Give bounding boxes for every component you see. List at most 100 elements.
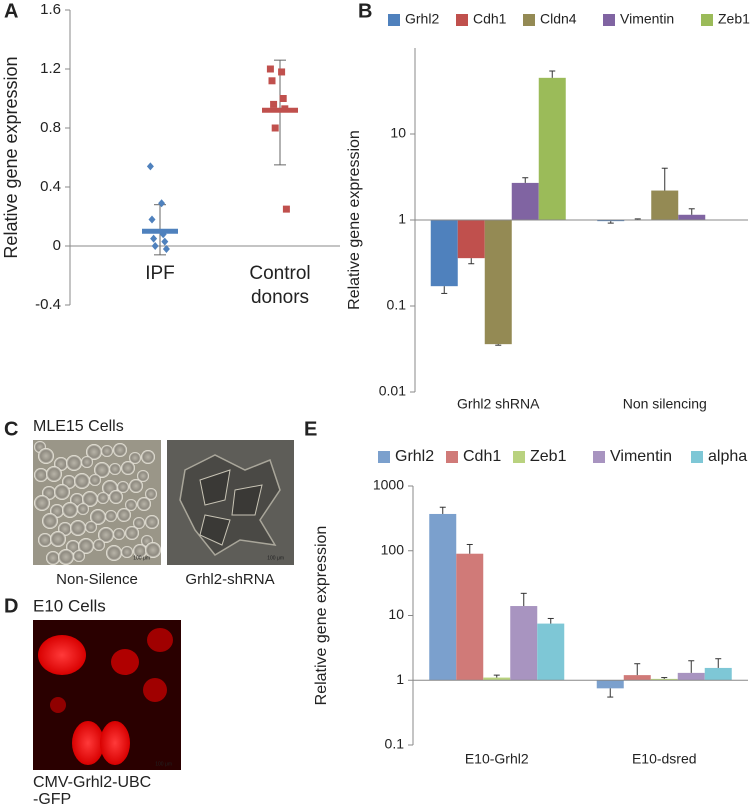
cell — [137, 497, 151, 511]
cell — [98, 527, 114, 543]
cell — [50, 531, 66, 547]
micrograph-non-silence — [33, 440, 161, 565]
legend-swatch — [603, 14, 615, 26]
cell — [125, 499, 137, 511]
legend-swatch — [446, 451, 458, 463]
data-point — [279, 95, 287, 102]
bar — [511, 182, 539, 220]
cell — [121, 546, 133, 558]
bar — [483, 677, 511, 681]
bar — [623, 675, 651, 681]
cell — [145, 515, 159, 529]
y-tick-label: 0.4 — [40, 178, 61, 195]
bar — [678, 214, 706, 220]
legend-swatch — [513, 451, 525, 463]
data-point — [282, 205, 290, 213]
bar — [510, 606, 538, 681]
legend-swatch — [701, 14, 713, 26]
panel-letter: A — [4, 0, 18, 22]
image-title: E10 Cells — [33, 596, 106, 615]
cell — [66, 455, 82, 471]
cell — [38, 533, 52, 547]
data-point — [146, 162, 154, 171]
cell — [129, 452, 141, 464]
data-point — [266, 65, 274, 73]
cell — [145, 488, 157, 500]
cell — [117, 508, 131, 522]
bar — [457, 220, 485, 259]
cell — [125, 526, 139, 540]
x-tick-label: Control donors — [249, 263, 311, 308]
data-point — [278, 68, 286, 76]
cell — [113, 443, 127, 457]
image-title: MLE15 Cells — [33, 418, 124, 435]
image-caption: CMV-Grhl2-UBC — [33, 774, 151, 791]
y-tick-label: 100 — [381, 541, 405, 557]
bar — [484, 220, 512, 345]
data-point — [148, 215, 156, 224]
bar — [430, 220, 458, 287]
bar — [651, 190, 679, 220]
y-tick-label: 1 — [398, 211, 406, 227]
legend-swatch — [378, 451, 390, 463]
image-caption: Non-Silence — [56, 571, 138, 588]
legend-label: Grhl2 — [395, 448, 434, 465]
panel-letter: E — [304, 418, 317, 440]
cell — [145, 542, 161, 558]
data-point — [162, 244, 170, 253]
cell — [46, 551, 60, 565]
x-tick-label: E10-dsred — [632, 751, 697, 767]
cell — [42, 513, 58, 529]
y-axis-label: Relative gene expression — [313, 526, 330, 706]
y-tick-label: 10 — [388, 606, 404, 622]
legend-swatch — [388, 14, 400, 26]
y-tick-label: 0.01 — [379, 383, 406, 399]
legend-swatch — [691, 451, 703, 463]
cell — [73, 550, 85, 562]
cell — [141, 450, 155, 464]
data-point — [151, 242, 159, 250]
cell — [77, 503, 89, 515]
micrograph-e10 — [33, 620, 181, 770]
legend-label: Cdh1 — [473, 11, 507, 27]
legend-label: alpha SMA — [708, 448, 750, 465]
cell — [117, 481, 129, 493]
legend-label: Vimentin — [610, 448, 672, 465]
y-axis-label: Relative gene expression — [1, 56, 21, 258]
cell — [89, 474, 101, 486]
cell — [94, 462, 110, 478]
x-tick-label: IPF — [145, 263, 175, 284]
bar — [538, 77, 566, 220]
bar — [596, 680, 624, 689]
cell — [109, 490, 123, 504]
legend-swatch — [456, 14, 468, 26]
y-tick-label: 0.8 — [40, 119, 61, 136]
image-caption: Grhl2-shRNA — [185, 571, 274, 588]
cell — [81, 456, 93, 468]
data-point — [150, 234, 158, 243]
legend-label: Cldn4 — [540, 11, 577, 27]
cell — [70, 520, 86, 536]
cell — [121, 461, 135, 475]
y-tick-label: 0 — [53, 237, 61, 254]
cell — [90, 509, 106, 525]
scale-bar-label: 100 μm — [267, 555, 284, 561]
cell — [46, 466, 62, 482]
bar — [429, 513, 457, 681]
legend-swatch — [593, 451, 605, 463]
cell — [58, 549, 74, 565]
cell — [38, 448, 54, 464]
data-point — [268, 77, 276, 85]
panel-letter: C — [4, 418, 18, 440]
x-tick-label: E10-Grhl2 — [465, 751, 529, 767]
legend-label: Vimentin — [620, 11, 674, 27]
cell — [133, 517, 145, 529]
cell — [74, 473, 90, 489]
y-tick-label: 0.1 — [387, 297, 407, 313]
cell — [54, 484, 70, 500]
y-tick-label: 0.1 — [385, 736, 405, 752]
cell — [34, 468, 48, 482]
cell — [133, 544, 147, 558]
